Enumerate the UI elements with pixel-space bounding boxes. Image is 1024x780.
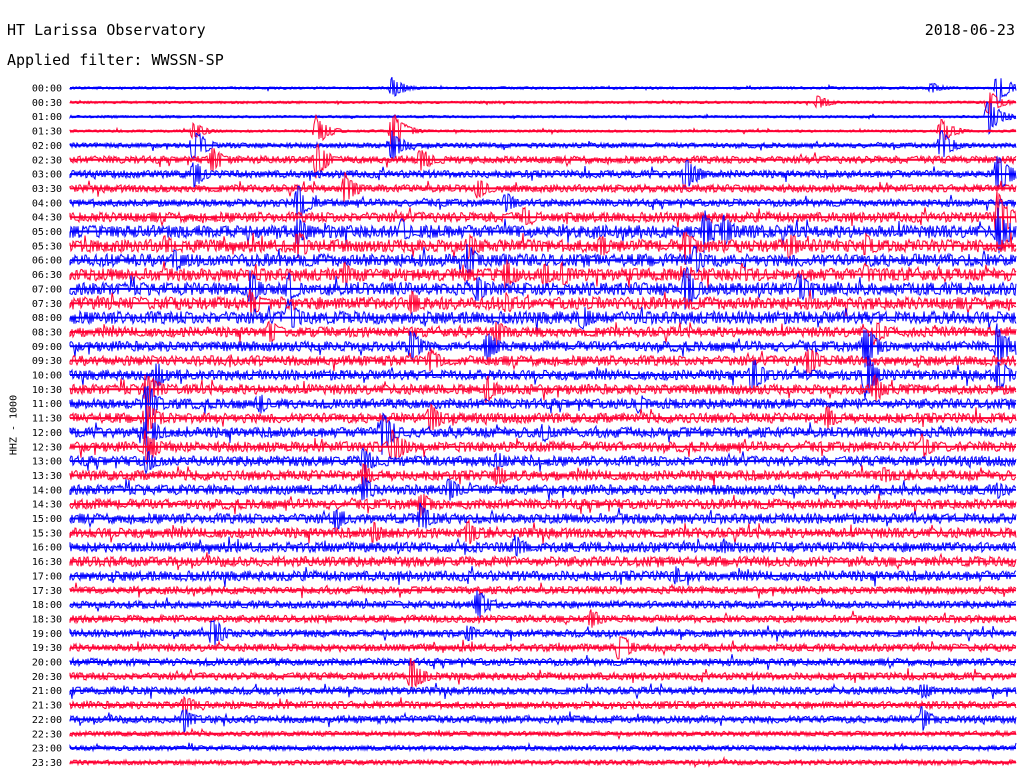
trace-line	[69, 385, 1017, 420]
time-label: 02:30	[32, 155, 62, 166]
trace-line	[69, 156, 1017, 191]
time-label: 22:00	[32, 715, 62, 726]
trace-line	[69, 259, 1017, 290]
trace-line	[69, 243, 1017, 274]
applied-filter: Applied filter: WWSSN-SP	[7, 51, 224, 69]
time-label: 19:30	[32, 643, 62, 654]
time-label: 01:30	[32, 127, 62, 138]
time-label: 21:00	[32, 686, 62, 697]
time-label: 09:30	[32, 356, 62, 367]
time-labels: 00:00 00:30 01:00 01:30 02:00 02:30 03:00 03:30…	[32, 84, 62, 769]
time-label: 20:00	[32, 658, 62, 669]
time-label: 00:00	[32, 84, 62, 95]
trace-line	[69, 742, 1017, 753]
time-label: 12:00	[32, 428, 62, 439]
time-label: 05:00	[32, 227, 62, 238]
time-label: 10:30	[32, 385, 62, 396]
time-label: 06:00	[32, 256, 62, 267]
time-label: 10:00	[32, 371, 62, 382]
time-label: 18:00	[32, 600, 62, 611]
trace-line	[69, 320, 1017, 347]
trace-line	[69, 590, 1017, 618]
time-label: 08:00	[32, 313, 62, 324]
time-label: 05:30	[32, 241, 62, 252]
trace-line	[69, 185, 1017, 218]
time-label: 07:00	[32, 284, 62, 295]
time-label: 01:00	[32, 112, 62, 123]
time-label: 16:30	[32, 557, 62, 568]
trace-line	[69, 172, 1017, 203]
time-label: 02:00	[32, 141, 62, 152]
time-label: 17:00	[32, 571, 62, 582]
observatory-title: HT Larissa Observatory	[7, 21, 206, 39]
trace-line	[69, 76, 1017, 104]
time-label: 11:30	[32, 414, 62, 425]
time-label: 20:30	[32, 672, 62, 683]
trace-line	[69, 535, 1017, 557]
time-label: 03:00	[32, 170, 62, 181]
time-label: 19:00	[32, 629, 62, 640]
time-label: 23:00	[32, 744, 62, 755]
time-label: 21:30	[32, 701, 62, 712]
time-label: 04:30	[32, 213, 62, 224]
time-label: 00:30	[32, 98, 62, 109]
time-label: 11:00	[32, 399, 62, 410]
trace-line	[69, 446, 1017, 476]
trace-line	[69, 695, 1017, 716]
time-label: 18:30	[32, 614, 62, 625]
time-label: 14:00	[32, 485, 62, 496]
time-label: 04:00	[32, 198, 62, 209]
seismic-traces	[69, 76, 1017, 769]
time-label: 17:30	[32, 586, 62, 597]
record-date: 2018-06-23	[924, 21, 1015, 39]
trace-line	[69, 429, 1017, 465]
time-label: 15:30	[32, 528, 62, 539]
time-label: 07:30	[32, 299, 62, 310]
trace-line	[69, 463, 1017, 487]
trace-line	[69, 502, 1017, 533]
time-label: 22:30	[32, 729, 62, 740]
time-label: 15:00	[32, 514, 62, 525]
time-label: 09:00	[32, 342, 62, 353]
time-label: 13:30	[32, 471, 62, 482]
trace-line	[69, 552, 1017, 571]
trace-line	[69, 493, 1017, 518]
trace-line	[69, 323, 1017, 368]
time-label: 14:30	[32, 500, 62, 511]
time-label: 13:00	[32, 457, 62, 468]
trace-line	[69, 355, 1017, 399]
time-label: 12:30	[32, 442, 62, 453]
time-label: 03:30	[32, 184, 62, 195]
time-label: 06:30	[32, 270, 62, 281]
trace-line	[69, 609, 1017, 628]
time-label: 16:00	[32, 543, 62, 554]
time-label: 08:30	[32, 327, 62, 338]
time-label: 23:30	[32, 758, 62, 769]
